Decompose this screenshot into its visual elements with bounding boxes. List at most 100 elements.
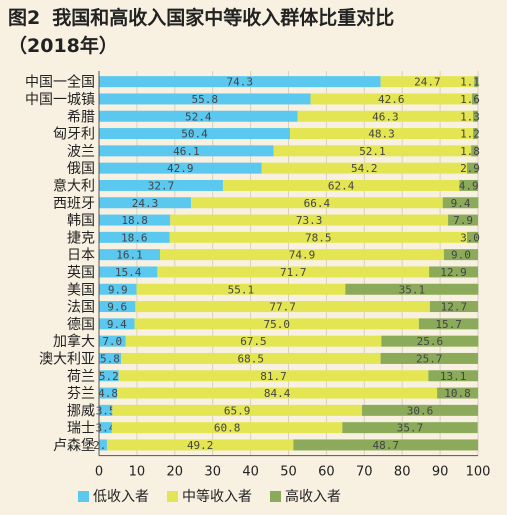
- bar-high-6: [459, 179, 478, 191]
- bar-high-4: [471, 145, 478, 157]
- data-label-middle-1: 42.6: [378, 93, 405, 106]
- bar-low-2: [99, 110, 298, 122]
- data-label-high-3: 1.2: [460, 128, 480, 141]
- bar-high-3: [473, 128, 478, 140]
- bar-low-4: [99, 145, 274, 157]
- bar-low-7: [99, 197, 192, 209]
- bar-high-5: [467, 162, 478, 174]
- bar-middle-1: [310, 93, 472, 105]
- data-label-low-6: 32.7: [148, 179, 175, 192]
- bar-middle-3: [290, 128, 474, 140]
- category-label-16: 澳大利亚: [39, 351, 95, 367]
- data-label-low-11: 15.4: [115, 266, 142, 279]
- figure-number: 图2: [8, 7, 41, 29]
- bar-low-19: [99, 404, 113, 416]
- bar-middle-9: [169, 231, 468, 243]
- data-label-high-13: 12.7: [441, 301, 468, 314]
- data-label-middle-18: 84.4: [264, 387, 291, 400]
- bar-middle-14: [134, 318, 419, 330]
- bar-low-1: [99, 93, 311, 105]
- bar-high-9: [467, 231, 479, 243]
- bar-middle-21: [106, 439, 294, 451]
- bar-high-16: [380, 352, 478, 364]
- bar-low-12: [99, 283, 137, 295]
- x-tick-label-60: 60: [318, 465, 335, 480]
- bar-low-8: [99, 214, 171, 226]
- legend-item-middle: 中等收入者: [167, 486, 252, 506]
- category-label-5: 俄国: [67, 161, 95, 177]
- bar-low-13: [99, 301, 136, 313]
- data-label-high-5: 2.9: [460, 162, 480, 175]
- bar-low-10: [99, 249, 161, 261]
- data-label-high-11: 12.9: [440, 266, 467, 279]
- data-label-high-0: 1.1: [460, 76, 480, 89]
- x-tick-label-20: 20: [167, 465, 184, 480]
- bar-high-19: [362, 404, 478, 416]
- bar-high-21: [293, 439, 478, 451]
- category-label-14: 德国: [67, 317, 95, 333]
- data-label-low-15: 7.0: [102, 335, 122, 348]
- bar-low-17: [99, 370, 119, 382]
- bar-high-1: [471, 93, 478, 105]
- category-label-17: 荷兰: [67, 369, 95, 385]
- category-label-11: 英国: [67, 264, 95, 281]
- data-label-high-15: 25.6: [417, 335, 444, 348]
- data-label-middle-10: 74.9: [289, 249, 316, 262]
- data-label-low-12: 9.9: [108, 283, 128, 296]
- data-label-high-8: 7.9: [453, 214, 473, 227]
- data-label-low-8: 18.8: [121, 214, 148, 227]
- bar-high-17: [428, 370, 478, 382]
- bar-high-15: [381, 335, 479, 347]
- data-label-low-13: 9.6: [107, 301, 127, 314]
- legend-swatch-high: [270, 490, 281, 502]
- bar-high-20: [342, 422, 478, 434]
- data-label-high-6: 4.9: [459, 179, 479, 192]
- category-label-21: 卢森堡: [53, 438, 95, 454]
- data-label-low-18: 4.8: [98, 387, 118, 400]
- category-label-7: 西班牙: [53, 196, 95, 212]
- legend-swatch-middle: [167, 490, 178, 502]
- data-label-high-12: 35.1: [399, 283, 426, 296]
- x-tick-label-90: 90: [432, 465, 449, 480]
- data-label-low-17: 5.2: [99, 370, 119, 383]
- data-label-low-16: 5.8: [100, 352, 120, 365]
- bar-middle-20: [111, 422, 343, 434]
- bar-high-14: [418, 318, 479, 330]
- bar-high-12: [345, 283, 479, 295]
- data-label-high-1: 1.6: [460, 93, 480, 106]
- bar-low-18: [99, 387, 118, 399]
- bar-middle-10: [160, 249, 444, 261]
- bar-high-2: [473, 110, 478, 122]
- category-label-0: 中国一全国: [25, 74, 95, 91]
- data-label-middle-20: 60.8: [214, 422, 241, 435]
- category-label-12: 美国: [67, 282, 95, 298]
- bar-middle-2: [297, 110, 474, 122]
- x-tick-label-70: 70: [356, 465, 373, 480]
- bar-low-9: [99, 231, 170, 243]
- data-label-middle-6: 62.4: [328, 179, 355, 192]
- legend-label-middle: 中等收入者: [182, 489, 252, 505]
- bar-low-16: [99, 352, 121, 364]
- category-label-18: 芬兰: [67, 386, 95, 402]
- bar-middle-7: [191, 197, 443, 209]
- category-label-13: 法国: [67, 300, 95, 316]
- category-label-19: 挪威: [67, 403, 95, 419]
- bar-low-15: [99, 335, 126, 347]
- category-label-6: 意大利: [53, 177, 95, 194]
- chart-subtitle: （2018年）: [8, 35, 118, 57]
- x-tick-label-80: 80: [394, 465, 411, 480]
- bar-low-5: [99, 162, 262, 174]
- data-label-high-4: 1.8: [460, 145, 480, 158]
- data-label-middle-21: 49.2: [187, 439, 214, 452]
- data-label-low-4: 46.1: [173, 145, 200, 158]
- bar-middle-8: [170, 214, 449, 226]
- data-label-high-16: 25.7: [416, 352, 443, 365]
- data-label-low-3: 50.4: [181, 128, 208, 141]
- data-label-low-20: 3.4: [96, 422, 116, 435]
- category-label-8: 韩国: [67, 213, 95, 229]
- bar-high-13: [429, 301, 478, 313]
- bar-middle-16: [120, 352, 381, 364]
- data-label-low-1: 55.8: [191, 93, 218, 106]
- bar-low-14: [99, 318, 135, 330]
- data-label-middle-12: 55.1: [228, 283, 255, 296]
